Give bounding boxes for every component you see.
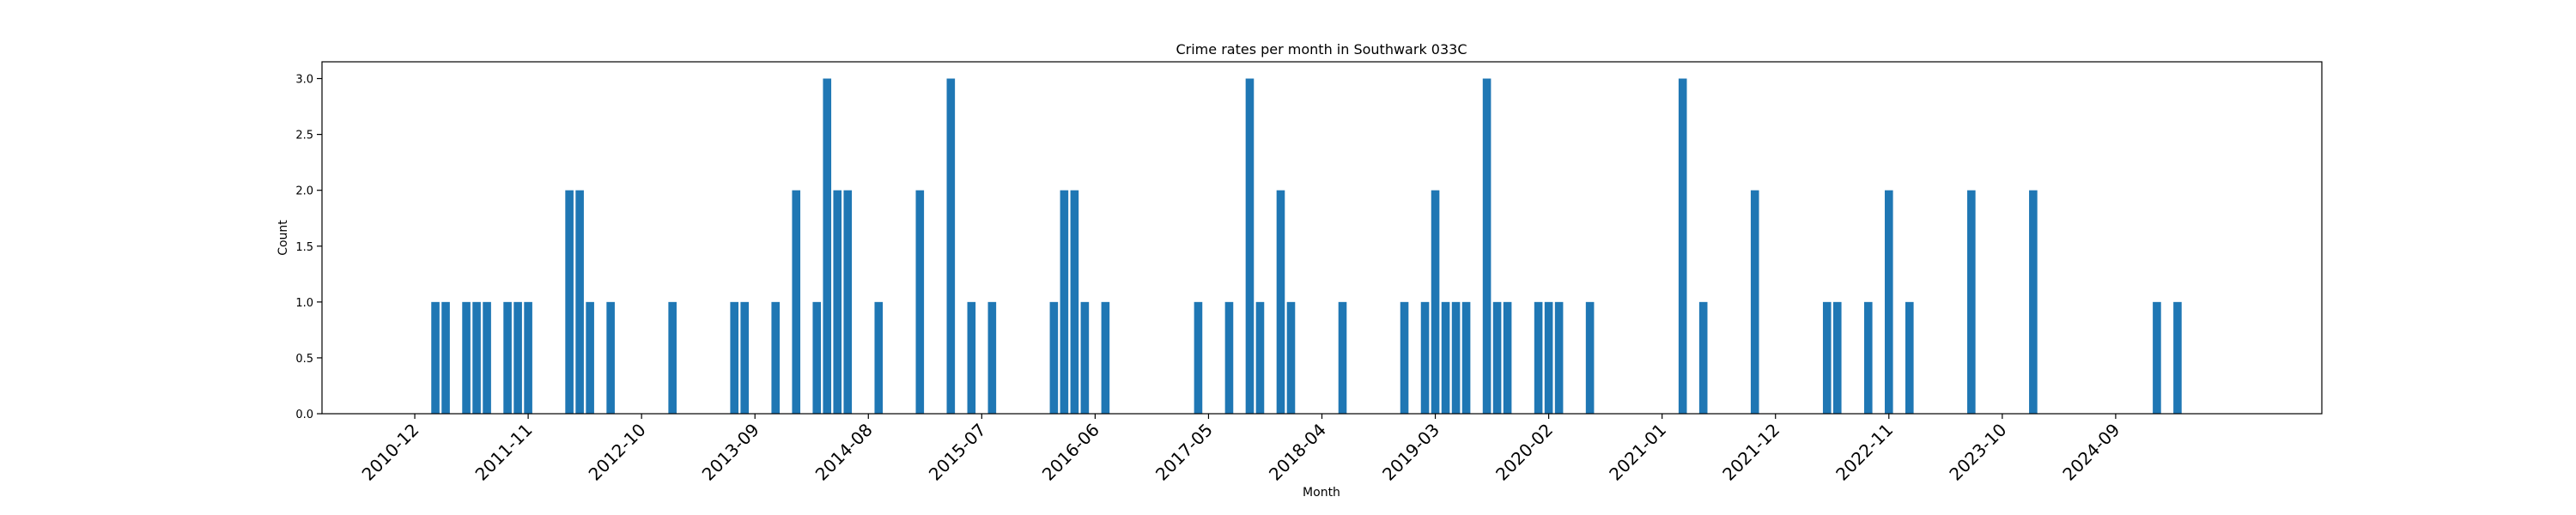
x-tick-label: 2017-05 — [1151, 420, 1217, 485]
bar-2014-06 — [843, 190, 853, 414]
bar-2012-05 — [586, 301, 594, 414]
bar-2016-07 — [1101, 301, 1110, 414]
x-tick-label: 2023-10 — [1945, 420, 2010, 485]
bar-2014-01 — [792, 190, 801, 414]
bar-2011-06 — [472, 301, 481, 414]
plot-frame — [321, 61, 2323, 415]
bar-2019-03 — [1431, 190, 1440, 414]
bar-2011-10 — [513, 301, 522, 414]
bar-2014-04 — [823, 78, 832, 415]
bar-2015-04 — [946, 78, 956, 415]
bar-2017-07 — [1224, 301, 1234, 414]
bar-2016-04 — [1070, 190, 1079, 414]
bar-2022-09 — [1863, 301, 1873, 414]
y-tick-label: 0.5 — [295, 353, 313, 366]
bar-2022-05 — [1822, 301, 1832, 414]
y-axis: 0.0 0.5 1.0 1.5 2.0 2.5 3.0 — [295, 74, 322, 421]
x-tick-label: 2015-07 — [925, 420, 990, 485]
y-tick-label: 2.0 — [295, 185, 313, 198]
bar-2019-05 — [1451, 301, 1461, 414]
bar-2024-01 — [2029, 190, 2038, 414]
x-tick-label: 2011-11 — [471, 420, 537, 485]
bar-2011-03 — [441, 301, 450, 414]
bar-2019-08 — [1482, 78, 1492, 415]
bar-2025-01 — [2153, 301, 2161, 414]
bar-2016-02 — [1049, 301, 1059, 414]
bar-2013-08 — [740, 301, 750, 414]
y-tick-label: 1.5 — [295, 241, 313, 254]
bar-2012-03 — [565, 190, 574, 414]
bar-2014-03 — [812, 301, 822, 414]
x-tick-label: 2010-12 — [358, 420, 423, 485]
bar-2015-08 — [987, 301, 997, 414]
bar-2022-11 — [1884, 190, 1893, 414]
bar-2017-09 — [1245, 78, 1255, 415]
x-tick-label: 2024-09 — [2058, 420, 2123, 485]
y-tick-label: 0.0 — [295, 409, 313, 421]
bar-2020-03 — [1554, 301, 1564, 414]
bar-2014-09 — [874, 301, 884, 414]
x-tick-label: 2014-08 — [811, 420, 877, 485]
bar-2014-05 — [833, 190, 842, 414]
bar-2013-07 — [730, 301, 739, 414]
x-tick-label: 2012-10 — [585, 420, 650, 485]
bar-2019-06 — [1461, 301, 1471, 414]
bar-2016-05 — [1080, 301, 1090, 414]
bar-2021-10 — [1750, 190, 1759, 414]
x-axis-label: Month — [1303, 486, 1340, 500]
bar-2016-03 — [1060, 190, 1069, 414]
bar-2019-10 — [1503, 301, 1512, 414]
bar-2017-04 — [1194, 301, 1203, 414]
bar-2020-01 — [1534, 301, 1543, 414]
bar-2011-09 — [503, 301, 512, 414]
bar-2020-06 — [1585, 301, 1595, 414]
x-axis: 2010-12 2011-11 2012-10 2013-09 2014-08 2015-… — [358, 414, 2123, 485]
y-tick-label: 1.0 — [295, 297, 313, 310]
bar-2015-06 — [967, 301, 976, 414]
bar-2023-01 — [1905, 301, 1914, 414]
y-tick-label: 2.5 — [295, 130, 313, 142]
x-tick-label: 2018-04 — [1265, 420, 1330, 485]
bar-2013-01 — [668, 301, 677, 414]
bar-2021-05 — [1698, 301, 1708, 414]
bar-2011-05 — [462, 301, 471, 414]
bar-2017-12 — [1276, 190, 1285, 414]
bar-2020-02 — [1544, 301, 1553, 414]
x-tick-label: 2016-06 — [1038, 420, 1103, 485]
bar-2017-10 — [1255, 301, 1265, 414]
bar-2013-11 — [771, 301, 781, 414]
x-tick-label: 2020-02 — [1492, 420, 1557, 485]
y-axis-label: Count — [276, 220, 290, 256]
bar-2012-04 — [575, 190, 584, 414]
bar-2012-07 — [606, 301, 615, 414]
bars-group — [431, 78, 2182, 415]
chart-title: Crime rates per month in Southwark 033C — [1176, 41, 1467, 58]
x-tick-label: 2022-11 — [1832, 420, 1897, 485]
x-tick-label: 2013-09 — [698, 420, 763, 485]
bar-2019-04 — [1441, 301, 1450, 414]
bar-2019-02 — [1420, 301, 1430, 414]
bar-2011-02 — [431, 301, 440, 414]
x-tick-label: 2021-01 — [1605, 420, 1670, 485]
bar-2015-01 — [915, 190, 925, 414]
bar-2011-07 — [483, 301, 491, 414]
bar-2018-12 — [1400, 301, 1409, 414]
bar-2025-03 — [2173, 301, 2182, 414]
bar-2019-09 — [1492, 301, 1502, 414]
x-tick-label: 2019-03 — [1378, 420, 1443, 485]
y-tick-label: 3.0 — [295, 74, 313, 87]
bar-2011-11 — [524, 301, 532, 414]
bar-2021-03 — [1678, 78, 1687, 415]
bar-2018-06 — [1338, 301, 1347, 414]
bar-2018-01 — [1286, 301, 1296, 414]
bar-2022-06 — [1832, 301, 1842, 414]
bar-2023-07 — [1967, 190, 1976, 414]
x-tick-label: 2021-12 — [1718, 420, 1783, 485]
